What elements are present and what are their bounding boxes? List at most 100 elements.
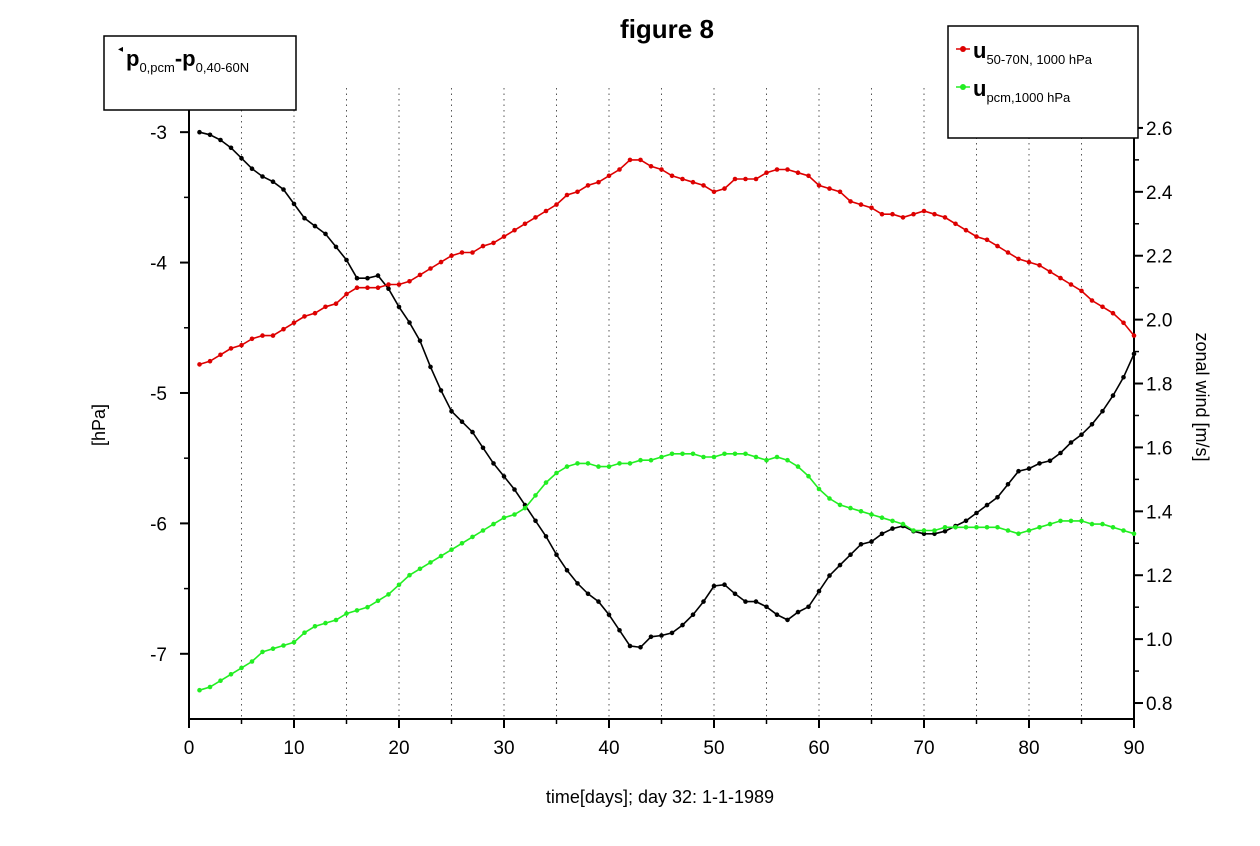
data-point [911, 211, 916, 217]
data-point [585, 591, 591, 597]
data-point [774, 612, 780, 617]
data-point [627, 643, 633, 649]
data-point [428, 266, 433, 271]
data-point [921, 208, 927, 214]
data-point [858, 542, 864, 547]
data-point [1110, 525, 1116, 530]
data-point [344, 291, 349, 297]
data-point [690, 179, 696, 185]
data-point [995, 243, 1000, 249]
data-point [869, 539, 874, 544]
legend-left-sub2: 0,40-60N [196, 60, 249, 75]
data-point [449, 253, 454, 258]
y-right-tick-label: 2.0 [1146, 311, 1172, 332]
data-point [386, 286, 391, 292]
legend-left-dash: -p [175, 46, 196, 71]
data-point [984, 525, 990, 530]
data-point [438, 259, 444, 265]
data-point [417, 272, 423, 278]
data-point [816, 486, 822, 492]
data-point [900, 215, 906, 220]
data-point [911, 528, 916, 533]
y-right-tick-label: 1.4 [1146, 502, 1173, 523]
data-point [596, 464, 601, 469]
data-point [270, 179, 276, 184]
y-right-tick-label: 1.0 [1146, 630, 1172, 651]
data-point [1121, 375, 1126, 380]
data-point [764, 457, 769, 463]
data-point [396, 282, 402, 287]
data-point [1005, 250, 1011, 255]
data-point [921, 528, 927, 533]
data-point [1110, 310, 1116, 316]
data-point [1131, 351, 1137, 357]
data-point [270, 646, 276, 651]
data-point [764, 170, 769, 175]
data-point [480, 243, 486, 249]
data-point [753, 454, 759, 460]
data-point [648, 634, 654, 640]
data-point [197, 129, 202, 135]
data-point [564, 464, 570, 469]
data-point [396, 304, 402, 310]
data-point [291, 640, 297, 645]
data-point [1100, 304, 1105, 310]
data-point [239, 665, 244, 671]
y-right-tick-label: 2.2 [1146, 247, 1172, 268]
data-point [218, 352, 223, 358]
data-point [827, 496, 832, 501]
data-point [480, 528, 486, 533]
data-point [648, 457, 654, 463]
data-point [806, 604, 811, 610]
data-point [711, 583, 717, 589]
data-point [522, 221, 528, 227]
data-point [701, 183, 706, 188]
legend-right-box [947, 25, 1139, 139]
data-point [543, 208, 549, 214]
data-point [984, 237, 990, 243]
data-point [512, 227, 517, 233]
data-point [501, 234, 507, 239]
data-point [1058, 275, 1063, 281]
data-point [249, 336, 255, 342]
data-point [585, 183, 591, 188]
data-point [638, 157, 643, 163]
data-point [848, 505, 853, 511]
data-point [722, 582, 727, 587]
data-point [428, 364, 433, 370]
data-point [806, 173, 811, 179]
data-point [774, 454, 780, 460]
data-point [669, 451, 675, 457]
data-point [575, 461, 580, 466]
x-tick-label: 90 [1123, 738, 1144, 759]
data-point [407, 572, 412, 578]
y-left-tick-label: -4 [150, 254, 167, 275]
data-point [1026, 466, 1032, 471]
data-point [701, 599, 706, 604]
x-tick-label: 60 [808, 738, 829, 759]
data-point [606, 464, 612, 469]
data-point [732, 176, 738, 182]
data-point [680, 176, 685, 182]
data-point [354, 275, 360, 281]
data-point [711, 189, 717, 195]
data-point [207, 684, 213, 690]
data-point [218, 678, 223, 683]
legend-left: ◂ p0,pcm-p0,40-60N [103, 35, 297, 111]
y-right-tick-label: 0.8 [1146, 694, 1172, 715]
data-point [1058, 518, 1063, 524]
data-point [459, 419, 465, 425]
data-point [974, 234, 979, 239]
data-point [753, 176, 759, 182]
data-point [1089, 298, 1095, 303]
legend-text-1: u50-70N, 1000 hPa [973, 38, 1093, 67]
data-point [879, 211, 885, 217]
data-point [438, 388, 444, 393]
data-point [743, 599, 748, 604]
data-point [449, 547, 454, 552]
y-axis-label-right: zonal wind [m/s] [1192, 332, 1212, 461]
data-point [963, 518, 969, 524]
data-point [512, 487, 517, 492]
x-tick-label: 40 [598, 738, 619, 759]
